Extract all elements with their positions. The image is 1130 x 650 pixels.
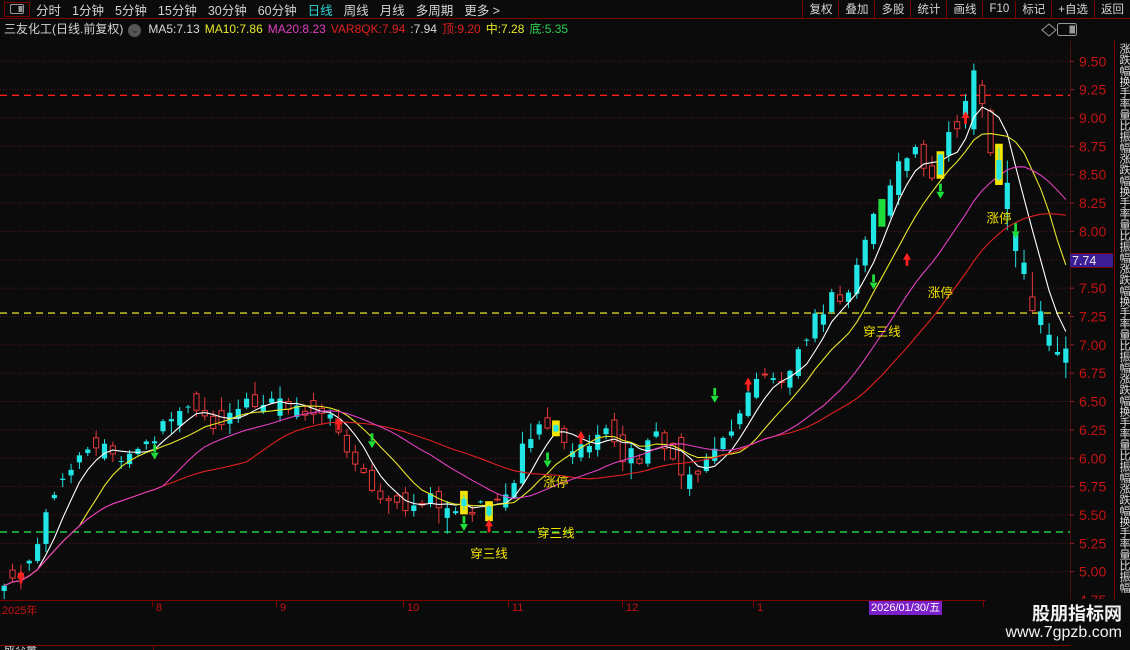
svg-text:5.00: 5.00 — [1079, 564, 1106, 580]
svg-text:9.50: 9.50 — [1079, 53, 1106, 69]
svg-text:涨停: 涨停 — [928, 285, 953, 300]
svg-text:8.75: 8.75 — [1079, 138, 1106, 154]
svg-text:5.75: 5.75 — [1079, 479, 1106, 495]
svg-text:9.00: 9.00 — [1079, 110, 1106, 126]
svg-text:6.75: 6.75 — [1079, 365, 1106, 381]
svg-text:5.25: 5.25 — [1079, 535, 1106, 551]
svg-text:7.50: 7.50 — [1079, 280, 1106, 296]
svg-text:5.50: 5.50 — [1079, 507, 1106, 523]
svg-text:穿三线: 穿三线 — [537, 526, 575, 541]
svg-text:7.00: 7.00 — [1079, 337, 1106, 353]
svg-text:6.50: 6.50 — [1079, 394, 1106, 410]
svg-text:6.25: 6.25 — [1079, 422, 1106, 438]
svg-text:6.00: 6.00 — [1079, 450, 1106, 466]
svg-text:7.25: 7.25 — [1079, 308, 1106, 324]
svg-text:9.25: 9.25 — [1079, 82, 1106, 98]
svg-text:涨停: 涨停 — [986, 210, 1011, 225]
svg-text:穿三线: 穿三线 — [863, 324, 901, 339]
svg-text:穿三线: 穿三线 — [470, 546, 508, 561]
svg-text:涨停: 涨停 — [543, 475, 568, 490]
svg-text:8.25: 8.25 — [1079, 195, 1106, 211]
svg-text:8.50: 8.50 — [1079, 167, 1106, 183]
svg-text:8.00: 8.00 — [1079, 223, 1106, 239]
